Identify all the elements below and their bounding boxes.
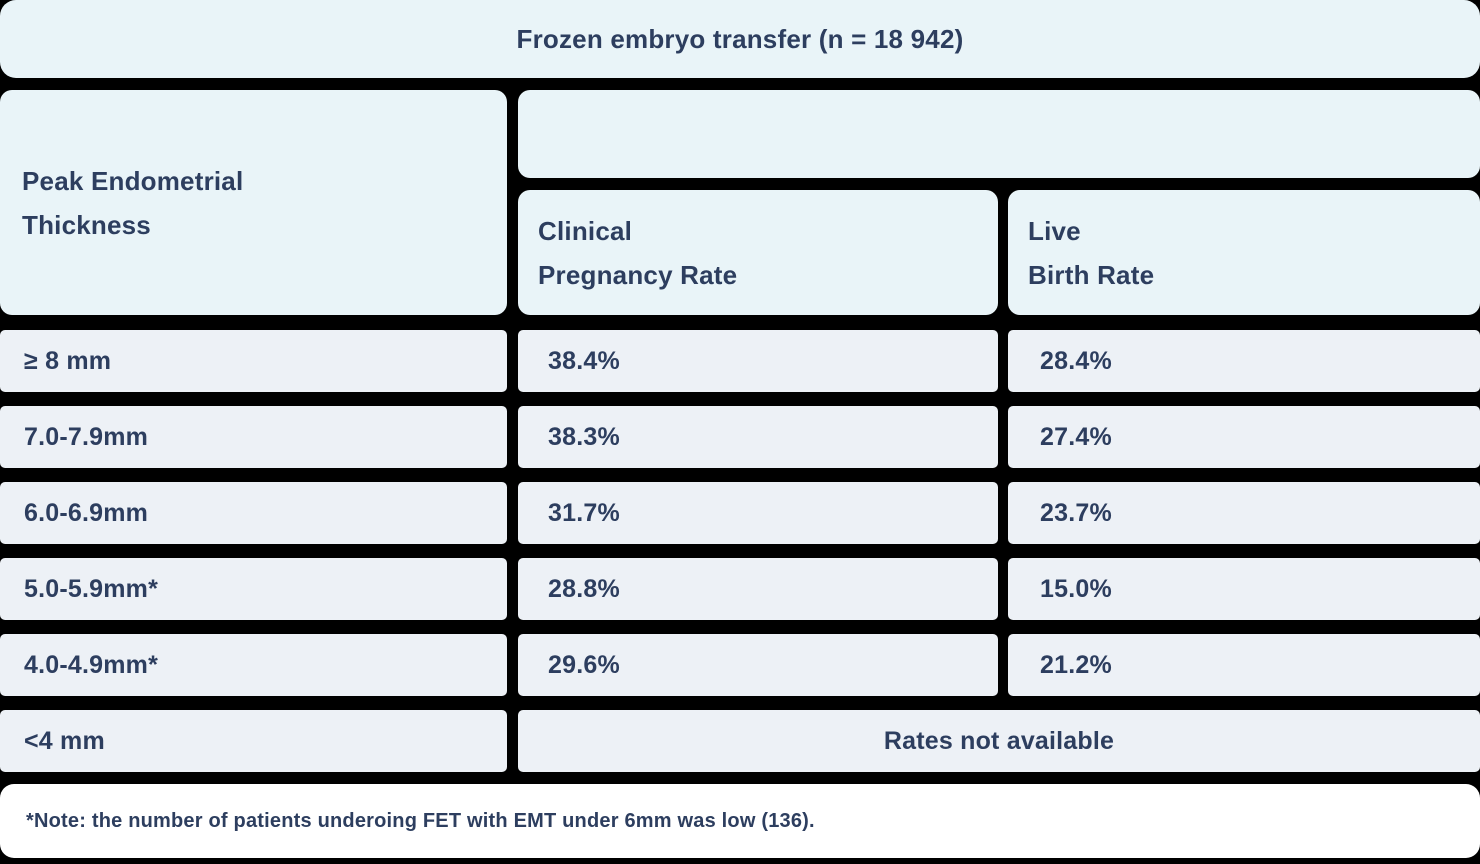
col-header-live-birth-rate: Live Birth Rate bbox=[1008, 190, 1480, 315]
row-thickness-cell: 6.0-6.9mm bbox=[0, 482, 507, 544]
footnote-bar: *Note: the number of patients underoing … bbox=[0, 784, 1480, 858]
row-live-birth-rate-cell: 21.2% bbox=[1008, 634, 1480, 696]
row-header-text: Peak Endometrial Thickness bbox=[22, 159, 243, 247]
row-live-birth-rate-cell: 27.4% bbox=[1008, 406, 1480, 468]
footnote-text: *Note: the number of patients underoing … bbox=[26, 809, 815, 832]
col-header-cpr-line2: Pregnancy Rate bbox=[538, 259, 738, 290]
rates-not-available-cell: Rates not available bbox=[518, 710, 1480, 772]
row-thickness-cell: <4 mm bbox=[0, 710, 507, 772]
row-header-line1: Peak Endometrial bbox=[22, 165, 244, 196]
row-live-birth-rate-cell: 15.0% bbox=[1008, 558, 1480, 620]
row-live-birth-rate-cell: 23.7% bbox=[1008, 482, 1480, 544]
row-clinical-pregnancy-rate-cell: 38.3% bbox=[518, 406, 998, 468]
row-thickness-cell: 5.0-5.9mm* bbox=[0, 558, 507, 620]
col-header-cpr-line1: Clinical bbox=[538, 215, 633, 246]
col-header-lbr-line1: Live bbox=[1028, 215, 1081, 246]
col-header-cpr-text: Clinical Pregnancy Rate bbox=[538, 209, 737, 297]
header-spanner-cell bbox=[518, 90, 1480, 178]
row-header-peak-endometrial-thickness: Peak Endometrial Thickness bbox=[0, 90, 507, 315]
table-title-text: Frozen embryo transfer (n = 18 942) bbox=[516, 23, 964, 54]
table-title-bar: Frozen embryo transfer (n = 18 942) bbox=[0, 0, 1480, 78]
col-header-lbr-line2: Birth Rate bbox=[1028, 259, 1155, 290]
row-clinical-pregnancy-rate-cell: 38.4% bbox=[518, 330, 998, 392]
row-thickness-cell: ≥ 8 mm bbox=[0, 330, 507, 392]
row-thickness-cell: 7.0-7.9mm bbox=[0, 406, 507, 468]
row-live-birth-rate-cell: 28.4% bbox=[1008, 330, 1480, 392]
row-header-line2: Thickness bbox=[22, 209, 151, 240]
row-clinical-pregnancy-rate-cell: 29.6% bbox=[518, 634, 998, 696]
row-clinical-pregnancy-rate-cell: 31.7% bbox=[518, 482, 998, 544]
row-clinical-pregnancy-rate-cell: 28.8% bbox=[518, 558, 998, 620]
col-header-clinical-pregnancy-rate: Clinical Pregnancy Rate bbox=[518, 190, 998, 315]
row-thickness-cell: 4.0-4.9mm* bbox=[0, 634, 507, 696]
col-header-lbr-text: Live Birth Rate bbox=[1028, 209, 1154, 297]
